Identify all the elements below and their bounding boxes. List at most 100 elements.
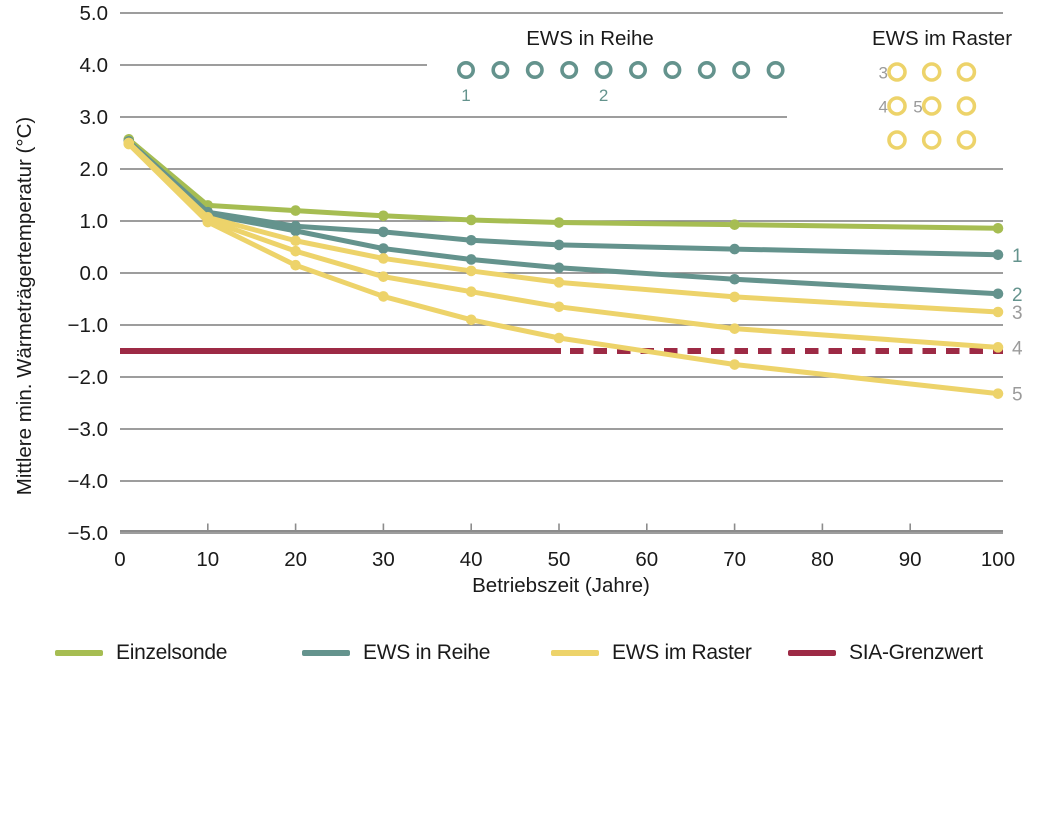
legend-swatch-ews-im-raster xyxy=(551,650,599,656)
borehole-circle-icon xyxy=(887,130,907,150)
series-end-label: 1 xyxy=(1012,246,1023,267)
legend-swatch-ews-in-reihe xyxy=(302,650,350,656)
data-point-marker xyxy=(553,239,565,251)
data-point-marker xyxy=(465,265,477,277)
y-tick-label: −1.0 xyxy=(68,314,108,337)
y-axis-title: Mittlere min. Wärmeträgertemperatur (°C) xyxy=(13,117,36,495)
borehole-circle-icon xyxy=(628,60,647,79)
borehole-circle-icon xyxy=(921,62,942,82)
data-point-marker xyxy=(992,342,1004,353)
legend-label: EWS in Reihe xyxy=(363,641,491,664)
y-tick-label: 5.0 xyxy=(80,2,109,25)
y-tick-label: 0.0 xyxy=(80,262,109,285)
x-tick-label: 100 xyxy=(981,548,1015,571)
borehole-circle-icon xyxy=(732,60,751,79)
data-point-marker xyxy=(729,219,740,230)
series-line-ews-im-raster-5 xyxy=(127,142,999,397)
data-point-marker xyxy=(992,249,1004,261)
borehole-circle-icon xyxy=(560,60,579,79)
data-point-marker xyxy=(729,273,740,285)
inset-reihe-number: 1 xyxy=(461,86,470,105)
inset-raster-number: 3 xyxy=(879,64,888,83)
data-point-marker xyxy=(553,217,565,228)
borehole-circle-icon xyxy=(594,60,613,79)
borehole-circle-icon xyxy=(525,60,544,79)
x-tick-label: 0 xyxy=(114,548,125,571)
data-point-marker xyxy=(553,332,565,344)
inset-raster-number: 5 xyxy=(913,98,922,117)
legend-label: EWS im Raster xyxy=(612,641,752,664)
data-point-marker xyxy=(378,253,389,264)
data-point-marker xyxy=(290,225,301,237)
data-point-marker xyxy=(553,277,565,288)
legend-item-ews-im-raster: EWS im Raster xyxy=(551,638,752,668)
borehole-circle-icon xyxy=(456,60,475,79)
x-tick-label: 20 xyxy=(284,548,307,571)
data-point-marker xyxy=(992,306,1004,318)
data-point-marker xyxy=(992,288,1004,300)
data-point-marker xyxy=(465,214,477,226)
series-line-ews-im-raster-3 xyxy=(127,141,999,315)
data-point-marker xyxy=(378,226,389,238)
borehole-circle-icon xyxy=(887,96,907,116)
data-point-marker xyxy=(729,359,740,370)
series-line-ews-in-reihe-2 xyxy=(127,139,999,297)
data-point-marker xyxy=(378,271,389,282)
borehole-circle-icon xyxy=(697,60,716,79)
series-end-label: 5 xyxy=(1012,385,1023,406)
series-line-ews-im-raster-4 xyxy=(127,141,999,350)
data-point-marker xyxy=(729,291,740,303)
x-tick-label: 40 xyxy=(460,548,483,571)
series-end-label: 3 xyxy=(1012,303,1023,324)
series-end-label: 2 xyxy=(1012,285,1023,306)
data-point-marker xyxy=(553,301,565,313)
data-point-marker xyxy=(378,291,389,302)
data-point-marker xyxy=(465,234,477,246)
legend-label: SIA-Grenzwert xyxy=(849,641,983,664)
data-point-marker xyxy=(465,314,477,326)
data-point-marker xyxy=(202,216,214,228)
legend-swatch-sia-grenzwert xyxy=(788,650,836,656)
legend-item-sia-grenzwert: SIA-Grenzwert xyxy=(788,638,983,668)
borehole-circle-icon xyxy=(491,60,510,79)
y-tick-label: 1.0 xyxy=(80,210,109,233)
legend-item-einzelsonde: Einzelsonde xyxy=(55,638,227,668)
chart-legend: Einzelsonde EWS in Reihe EWS im Raster S… xyxy=(0,638,1063,668)
borehole-circle-icon xyxy=(921,96,942,116)
y-tick-label: 2.0 xyxy=(80,158,109,181)
borehole-circle-icon xyxy=(956,130,977,150)
y-tick-label: −3.0 xyxy=(68,418,108,441)
data-point-marker xyxy=(465,286,477,298)
x-tick-label: 10 xyxy=(196,548,219,571)
legend-label: Einzelsonde xyxy=(116,641,228,664)
data-point-marker xyxy=(992,222,1004,234)
borehole-circle-icon xyxy=(887,62,907,82)
inset-reihe-title: EWS in Reihe xyxy=(526,27,654,50)
data-point-marker xyxy=(290,235,301,247)
data-point-marker xyxy=(465,254,477,265)
legend-swatch-einzelsonde xyxy=(55,650,103,656)
borehole-circle-icon xyxy=(921,130,942,150)
y-tick-label: 4.0 xyxy=(80,54,109,77)
data-point-marker xyxy=(290,245,301,257)
temperature-line-chart: 5.0 4.0 3.0 2.0 1.0 0.0 −1.0 −2.0 −3.0 −4.0 −5.0 0 1… xyxy=(13,2,1023,597)
inset-raster-title: EWS im Raster xyxy=(872,27,1012,50)
inset-raster-number: 4 xyxy=(879,98,888,117)
data-point-marker xyxy=(729,243,740,255)
data-point-marker xyxy=(290,259,301,271)
y-tick-label: −4.0 xyxy=(68,470,108,493)
borehole-circle-icon xyxy=(663,60,682,79)
borehole-circle-icon xyxy=(766,60,785,79)
x-tick-label: 90 xyxy=(899,548,922,571)
x-tick-label: 60 xyxy=(635,548,658,571)
y-tick-label: −2.0 xyxy=(68,366,108,389)
x-tick-label: 70 xyxy=(723,548,746,571)
inset-reihe-number: 2 xyxy=(599,86,608,105)
data-point-marker xyxy=(378,243,389,254)
borehole-circle-icon xyxy=(956,96,977,116)
data-point-marker xyxy=(290,205,301,216)
y-tick-label: 3.0 xyxy=(80,106,109,129)
x-tick-label: 50 xyxy=(548,548,571,571)
x-axis-title: Betriebszeit (Jahre) xyxy=(472,574,650,597)
